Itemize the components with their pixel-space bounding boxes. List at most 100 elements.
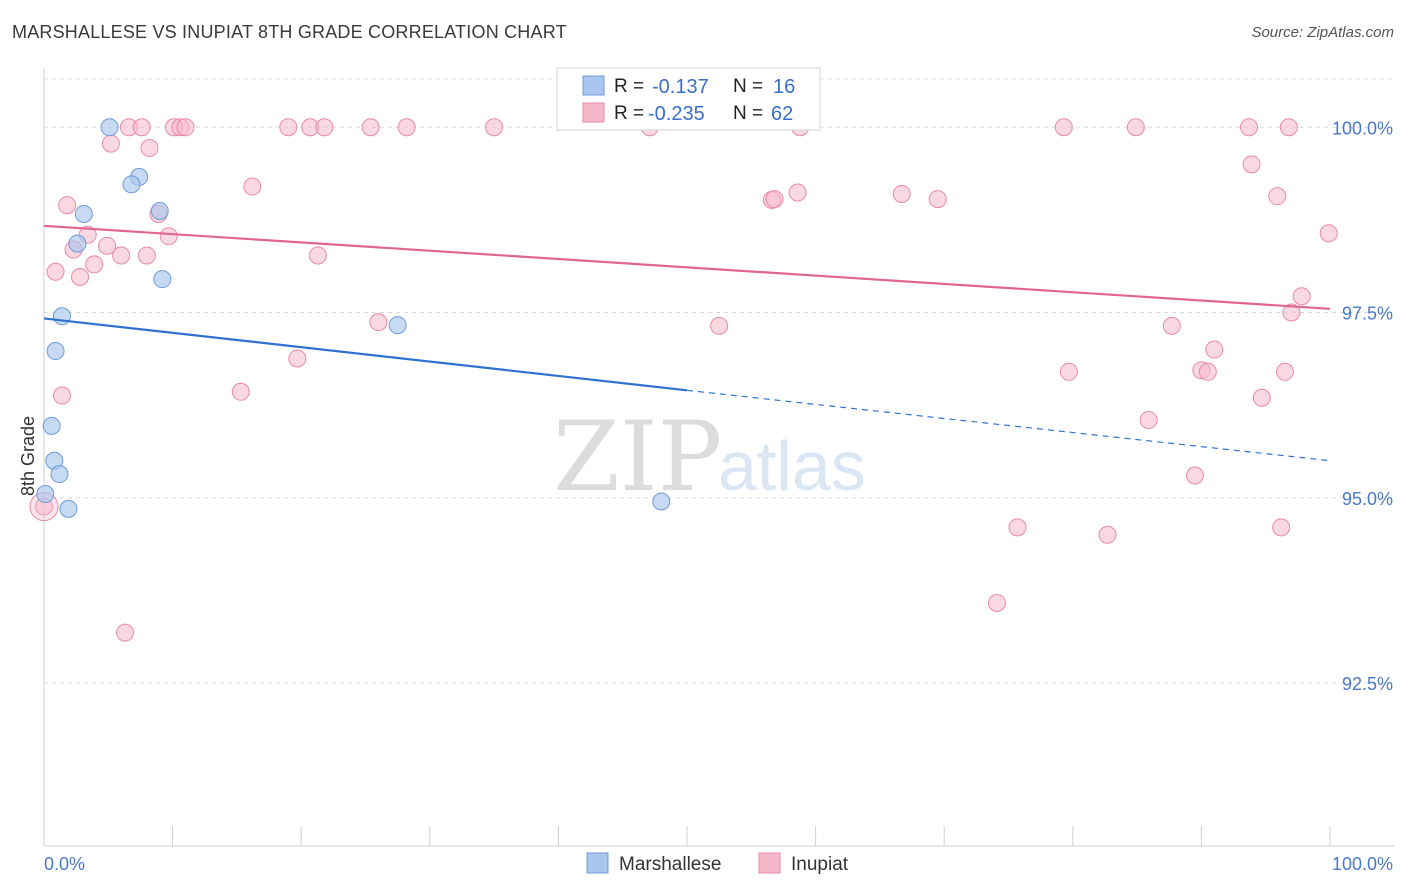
legend-label-inupiat[interactable]: Inupiat [791, 854, 849, 875]
y-axis-title: 8th Grade [18, 416, 38, 496]
marshallese-point-3 [74, 204, 93, 223]
inupiat-point-59 [116, 623, 135, 642]
inupiat-point-29 [1319, 224, 1338, 243]
chart-title: MARSHALLESE VS INUPIAT 8TH GRADE CORRELA… [12, 22, 567, 42]
stats-swatch-marshallese [582, 75, 605, 96]
y-tick-label-0: 100.0% [1332, 118, 1393, 138]
marshallese-point-2 [122, 175, 141, 194]
inupiat-point-37 [46, 262, 65, 281]
inupiat-point-28 [1268, 187, 1287, 206]
inupiat-point-39 [85, 255, 104, 274]
legend-label-marshallese[interactable]: Marshallese [619, 854, 721, 875]
inupiat-point-23 [765, 190, 784, 209]
stats-r-value-1: -0.137 [652, 76, 709, 98]
inupiat-point-55 [1008, 518, 1027, 537]
y-tick-label-2: 95.0% [1342, 489, 1393, 509]
marshallese-point-0 [100, 118, 119, 137]
inupiat-point-32 [159, 227, 178, 246]
stats-n-label-1: N = [733, 76, 763, 97]
inupiat-point-44 [1282, 303, 1301, 322]
stats-n-value-1: 16 [773, 76, 795, 98]
inupiat-point-16 [1279, 118, 1298, 137]
inupiat-point-54 [1185, 466, 1204, 485]
x-tick-label-min: 0.0% [44, 854, 85, 874]
inupiat-point-26 [928, 190, 947, 209]
stats-n-value-2: 62 [771, 103, 793, 125]
inupiat-point-41 [710, 316, 729, 335]
inupiat-point-20 [58, 196, 77, 215]
marshallese-point-10 [42, 416, 61, 435]
inupiat-point-13 [1054, 118, 1073, 137]
inupiat-point-38 [71, 267, 90, 286]
gridlines [44, 78, 1394, 684]
inupiat-point-49 [1275, 362, 1294, 381]
inupiat-point-46 [288, 349, 307, 368]
stats-swatch-inupiat [582, 102, 605, 123]
marshallese-point-8 [388, 316, 407, 335]
series-legend: Marshallese Inupiat [586, 852, 849, 875]
x-tick-label-max: 100.0% [1332, 854, 1393, 874]
inupiat-point-25 [892, 184, 911, 203]
inupiat-point-51 [231, 382, 250, 401]
inupiat-point-24 [788, 183, 807, 202]
inupiat-point-56 [1098, 525, 1117, 544]
inupiat-point-34 [112, 246, 131, 265]
inupiat-point-35 [137, 246, 156, 265]
inupiat-point-47 [1059, 362, 1078, 381]
inupiat-points [29, 118, 1338, 642]
stats-n-label-2: N = [733, 103, 763, 124]
inupiat-point-52 [1252, 388, 1271, 407]
marshallese-points [36, 118, 671, 518]
y-tick-label-3: 92.5% [1342, 674, 1393, 694]
marshallese-point-15 [652, 492, 671, 511]
marshallese-trend-line [43, 317, 688, 392]
inupiat-point-57 [1272, 518, 1291, 537]
inupiat-point-53 [1139, 410, 1158, 429]
stats-r-label-2: R = [614, 103, 644, 124]
inupiat-point-43 [1292, 287, 1311, 306]
inupiat-point-17 [101, 134, 120, 153]
marshallese-point-5 [68, 234, 87, 253]
inupiat-trend-line [43, 224, 1331, 310]
inupiat-point-31 [98, 236, 117, 255]
inupiat-point-36 [308, 246, 327, 265]
marshallese-point-13 [36, 485, 55, 504]
stats-r-label-1: R = [614, 76, 644, 97]
stats-legend: R = -0.137 N = 16 R = -0.235 N = 62 [556, 67, 821, 131]
inupiat-point-18 [140, 139, 159, 158]
marshallese-point-12 [50, 465, 69, 484]
inupiat-point-40 [369, 313, 388, 332]
chart-source: Source: ZipAtlas.com [1251, 24, 1394, 41]
inupiat-point-61 [1198, 362, 1217, 381]
inupiat-point-27 [1242, 155, 1261, 174]
stats-r-value-2: -0.235 [648, 103, 705, 125]
inupiat-point-10 [485, 118, 504, 137]
marshallese-point-9 [46, 342, 65, 361]
inupiat-point-9 [397, 118, 416, 137]
marshallese-point-4 [150, 202, 169, 221]
inupiat-point-15 [1239, 118, 1258, 137]
watermark-zip: ZIP [553, 401, 722, 513]
marshallese-trend-extension [686, 389, 1331, 462]
inupiat-point-8 [361, 118, 380, 137]
inupiat-point-7 [315, 118, 334, 137]
inupiat-point-4 [176, 118, 195, 137]
legend-swatch-inupiat[interactable] [758, 852, 781, 874]
x-axis-ticks [43, 826, 1331, 846]
inupiat-point-5 [279, 118, 298, 137]
marshallese-point-14 [59, 499, 78, 518]
y-tick-labels: 100.0% 97.5% 95.0% 92.5% [1332, 118, 1393, 694]
inupiat-point-45 [1205, 340, 1224, 359]
inupiat-point-42 [1162, 316, 1181, 335]
watermark-atlas: atlas [718, 427, 866, 505]
inupiat-point-1 [132, 118, 151, 137]
trend-lines [43, 224, 1331, 462]
inupiat-point-19 [243, 177, 262, 196]
legend-swatch-marshallese[interactable] [586, 852, 609, 874]
marshallese-point-6 [153, 270, 172, 289]
inupiat-point-50 [53, 386, 72, 405]
inupiat-point-14 [1126, 118, 1145, 137]
y-tick-label-1: 97.5% [1342, 304, 1393, 324]
inupiat-point-58 [987, 593, 1006, 612]
